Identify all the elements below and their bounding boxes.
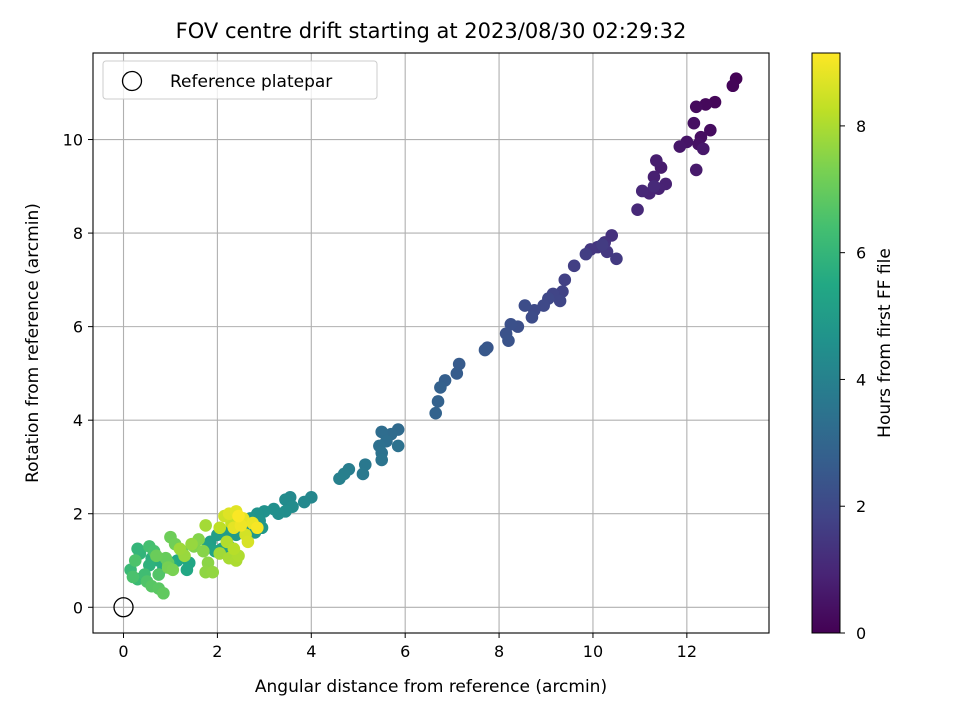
- data-point: [143, 558, 156, 572]
- colorbar-tick-label: 0: [856, 624, 866, 643]
- colorbar-tick-label: 6: [856, 244, 866, 263]
- data-point: [687, 116, 701, 130]
- data-point: [450, 367, 464, 380]
- y-tick-label: 8: [73, 224, 83, 243]
- data-point: [689, 100, 703, 114]
- x-axis-title: Angular distance from reference (arcmin): [255, 677, 607, 697]
- data-point: [251, 521, 264, 535]
- x-axis-ticks: 0 2 4 6 8 10 12: [118, 633, 697, 661]
- x-tick-label: 10: [583, 642, 603, 661]
- data-point: [232, 509, 245, 523]
- legend-reference-marker: [121, 70, 143, 92]
- data-point: [227, 542, 241, 556]
- data-point: [180, 563, 194, 577]
- legend-label-reference: Reference platepar: [170, 72, 332, 92]
- y-tick-label: 2: [73, 505, 83, 524]
- grid-lines: [93, 53, 769, 633]
- data-points: [124, 72, 743, 600]
- data-point: [166, 563, 180, 577]
- data-point: [356, 467, 370, 481]
- y-tick-label: 6: [73, 318, 83, 337]
- x-tick-label: 0: [118, 642, 128, 661]
- x-tick-label: 8: [494, 642, 504, 661]
- data-point: [704, 123, 717, 137]
- data-point: [567, 259, 581, 273]
- data-point: [297, 495, 311, 509]
- reference-marker: [113, 597, 134, 618]
- colorbar-gradient: [811, 52, 841, 634]
- data-point: [650, 154, 663, 167]
- data-point: [673, 140, 687, 153]
- data-point: [553, 294, 567, 308]
- x-tick-label: 6: [400, 642, 410, 661]
- data-point: [518, 299, 532, 312]
- y-tick-label: 4: [73, 411, 83, 430]
- data-point: [429, 406, 442, 420]
- data-point: [478, 343, 492, 357]
- data-point: [431, 395, 445, 408]
- data-point: [391, 439, 405, 453]
- data-point: [213, 521, 227, 535]
- colorbar-tick-label: 2: [856, 497, 866, 516]
- data-point: [726, 79, 740, 93]
- data-point: [375, 453, 389, 467]
- data-point: [126, 570, 140, 584]
- data-point: [631, 203, 644, 216]
- data-point: [197, 544, 210, 558]
- colorbar-tick-label: 4: [856, 370, 866, 389]
- data-point: [434, 381, 447, 394]
- data-point: [504, 317, 518, 331]
- data-point: [157, 586, 170, 600]
- y-axis-title: Rotation from reference (arcmin): [23, 203, 43, 483]
- y-axis-ticks: 0 2 4 6 8 10: [63, 131, 93, 617]
- data-point: [173, 542, 187, 556]
- data-point: [689, 163, 703, 177]
- data-point: [128, 554, 142, 567]
- data-point: [152, 568, 166, 581]
- data-point: [502, 334, 515, 347]
- x-tick-label: 4: [306, 642, 316, 661]
- data-point: [635, 184, 649, 198]
- data-point: [596, 238, 609, 252]
- data-point: [185, 537, 198, 551]
- data-point: [206, 565, 220, 579]
- legend-box: [102, 60, 378, 100]
- data-point: [525, 310, 539, 324]
- colorbar-tick-label: 8: [856, 117, 866, 136]
- y-tick-label: 0: [73, 598, 83, 617]
- data-point: [558, 273, 572, 287]
- data-point: [375, 425, 389, 439]
- data-point: [199, 519, 212, 532]
- colorbar-title: Hours from first FF file: [875, 248, 895, 438]
- data-point: [579, 247, 593, 261]
- data-point: [333, 472, 346, 485]
- colorbar-ticks: 0 2 4 6 8: [840, 117, 866, 643]
- data-point: [241, 535, 255, 549]
- data-point: [537, 299, 550, 312]
- colorbar: 0 2 4 6 8 Hours from first FF file: [811, 52, 895, 643]
- data-point: [696, 142, 710, 156]
- legend: Reference platepar: [102, 60, 378, 100]
- data-point: [647, 170, 661, 184]
- data-point: [131, 542, 144, 556]
- chart-title: FOV centre drift starting at 2023/08/30 …: [176, 19, 687, 43]
- data-point: [150, 549, 163, 563]
- data-point: [647, 180, 661, 193]
- y-tick-label: 10: [63, 131, 83, 150]
- x-tick-label: 2: [212, 642, 222, 661]
- x-tick-label: 12: [677, 642, 697, 661]
- data-point: [213, 547, 227, 560]
- plot-frame: [92, 52, 770, 634]
- data-point: [610, 252, 623, 266]
